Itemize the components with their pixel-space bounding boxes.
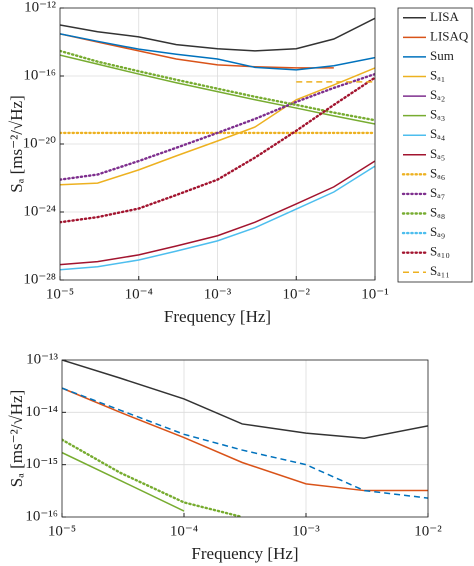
x-tick-label: 10⁻⁴ — [170, 523, 198, 539]
legend-label: Sₐ₂ — [430, 87, 445, 102]
series-line — [60, 17, 375, 52]
series-line — [62, 438, 244, 517]
legend-label: Sₐ₆ — [430, 165, 445, 180]
series-line — [60, 67, 375, 186]
series-group — [62, 360, 428, 517]
series-line — [62, 387, 428, 492]
legend-box — [397, 7, 473, 283]
y-tick-label: 10⁻¹² — [24, 0, 56, 15]
series-line — [62, 360, 428, 439]
series-line — [60, 33, 375, 71]
plot-frame — [61, 359, 429, 518]
plot-area — [62, 360, 428, 517]
x-tick-label: 10⁻² — [283, 286, 311, 302]
y-tick-label: 10⁻¹⁶ — [25, 508, 58, 524]
series-line — [60, 76, 375, 224]
series-line — [62, 387, 428, 499]
series-line — [60, 49, 375, 122]
series-line — [60, 160, 375, 266]
legend-label: Sₐ₇ — [430, 185, 445, 200]
legend-label: Sₐ₁ — [430, 67, 445, 82]
legend-label: Sₐ₃ — [430, 107, 445, 122]
x-tick-label: 10⁻³ — [292, 523, 320, 539]
y-tick-label: 10⁻²⁰ — [23, 135, 56, 151]
y-tick-label: 10⁻²⁸ — [23, 271, 56, 287]
x-tick-label: 10⁻⁵ — [48, 523, 76, 539]
x-tick-label: 10⁻² — [414, 523, 442, 539]
y-tick-label: 10⁻¹⁴ — [25, 404, 58, 420]
legend-label: Sₐ₉ — [430, 224, 445, 239]
series-line — [60, 33, 334, 69]
series-line — [60, 72, 375, 181]
legend-label: Sₐ₈ — [430, 204, 445, 219]
legend-label: Sₐ₄ — [430, 126, 446, 141]
series-line — [62, 451, 185, 512]
y-axis-label: Sₐ [ms⁻²/√Hz] — [7, 390, 26, 487]
y-tick-label: 10⁻¹⁶ — [23, 67, 56, 83]
series-line — [60, 165, 375, 271]
series-group — [60, 17, 375, 271]
y-tick-label: 10⁻¹⁵ — [25, 456, 58, 472]
legend-label: Sₐ₁₀ — [430, 244, 450, 259]
legend-label: LISA — [430, 9, 460, 24]
legend-label: Sₐ₁₁ — [430, 263, 450, 278]
x-tick-label: 10⁻⁵ — [46, 286, 74, 302]
y-tick-label: 10⁻²⁴ — [23, 203, 56, 219]
x-tick-label: 10⁻³ — [204, 286, 232, 302]
x-axis-label: Frequency [Hz] — [191, 544, 298, 563]
x-axis-label: Frequency [Hz] — [164, 307, 271, 326]
legend-label: Sₐ₅ — [430, 146, 445, 161]
y-axis-label: Sₐ [ms⁻²/√Hz] — [7, 95, 26, 192]
legend-label: LISAQ — [430, 28, 469, 43]
y-tick-label: 10⁻¹³ — [26, 351, 58, 367]
legend-label: Sum — [430, 48, 454, 63]
x-tick-label: 10⁻⁴ — [125, 286, 153, 302]
x-tick-label: 10⁻¹ — [361, 286, 388, 302]
